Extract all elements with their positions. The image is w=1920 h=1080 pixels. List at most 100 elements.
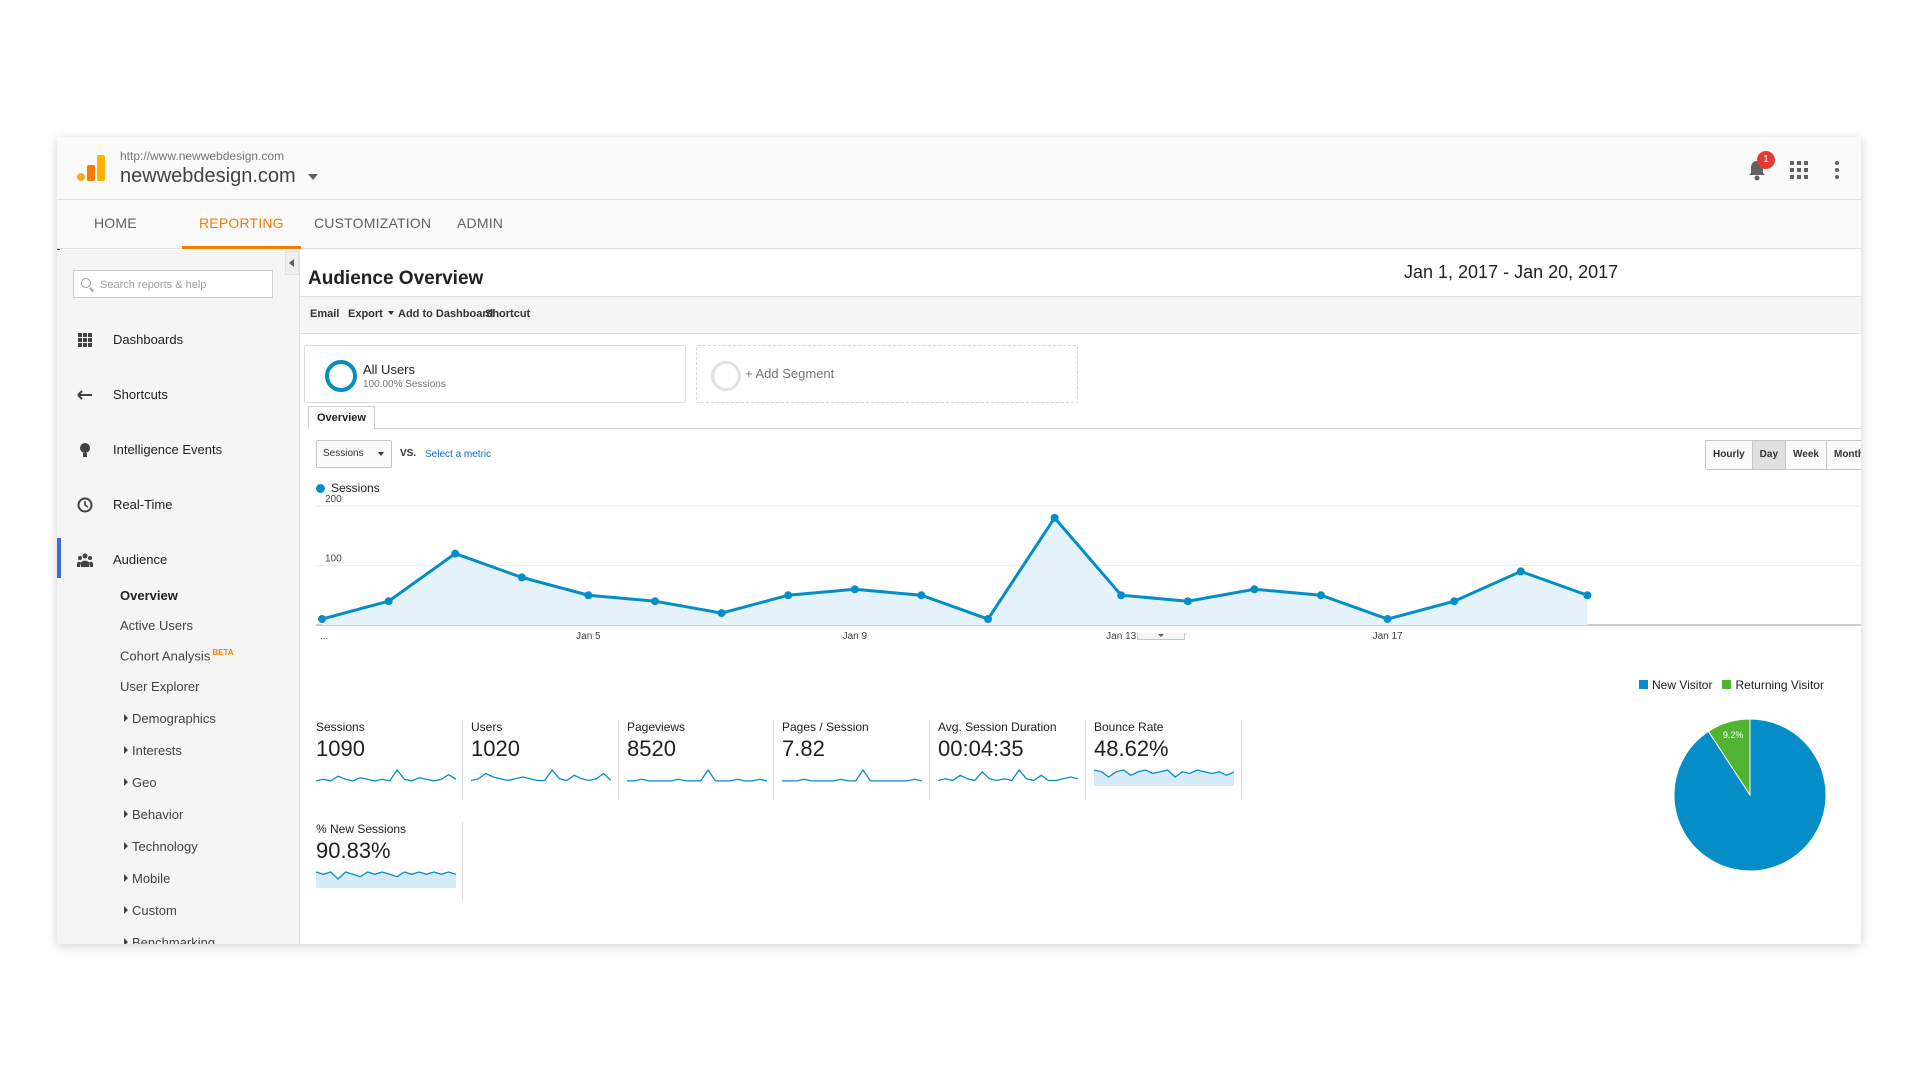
account-caret-down-icon[interactable] (308, 174, 318, 180)
apps-grid-icon[interactable] (1790, 161, 1808, 179)
metric-card-sessions[interactable]: Sessions 1090 (300, 720, 478, 800)
metric-card-pageviews[interactable]: Pageviews 8520 (611, 720, 789, 800)
account-selector[interactable]: newwebdesign.com (120, 165, 296, 187)
metric-card-users[interactable]: Users 1020 (455, 720, 633, 800)
period-day-button[interactable]: Day (1752, 441, 1787, 469)
metric-value: 8520 (627, 736, 676, 761)
metric-value: 48.62% (1094, 736, 1169, 761)
sidebar-expand-interests[interactable]: Interests (124, 743, 182, 758)
sidebar-item-real-time[interactable]: Real-Time (57, 485, 299, 525)
sidebar-subitem-label: Cohort Analysis (120, 648, 211, 664)
sessions-data-point (384, 597, 393, 606)
sessions-data-point (1516, 567, 1525, 576)
sessions-data-point (1383, 615, 1392, 624)
shortcut-button[interactable]: Shortcut (485, 308, 531, 320)
sidebar-expand-demographics[interactable]: Demographics (124, 711, 216, 726)
x-tick-label: Jan 13 (1106, 631, 1136, 640)
sidebar-item-shortcuts[interactable]: Shortcuts (57, 375, 299, 415)
card-divider (1241, 720, 1242, 800)
sidebar-expand-behavior[interactable]: Behavior (124, 807, 183, 822)
sidebar-expand-custom[interactable]: Custom (124, 903, 177, 918)
metric-card-bounce-rate[interactable]: Bounce Rate 48.62% (1078, 720, 1256, 800)
notification-count-badge[interactable]: 1 (1757, 151, 1775, 169)
metric-card-new-sessions[interactable]: % New Sessions 90.83% (300, 822, 478, 902)
search-input[interactable] (98, 275, 272, 295)
email-button[interactable]: Email (310, 308, 340, 320)
metric-card-avg-session-duration[interactable]: Avg. Session Duration 00:04:35 (922, 720, 1100, 800)
metric-select[interactable]: Sessions (316, 440, 392, 468)
sessions-line-chart: 100 200... Jan 5 Jan 9 Jan 13 Jan 17 (316, 494, 1861, 640)
analytics-logo-icon[interactable] (77, 155, 105, 181)
tab-reporting[interactable]: REPORTING (182, 200, 301, 249)
add-to-dashboard-button[interactable]: Add to Dashboard (398, 308, 494, 320)
vs-label: VS. (400, 448, 417, 459)
y-tick-label: 100 (325, 553, 342, 564)
more-vert-icon[interactable] (1835, 161, 1839, 179)
segment-ring-icon (325, 360, 357, 392)
sessions-data-point (1250, 585, 1259, 594)
pie-slice-label: 90.8% (1773, 870, 1799, 880)
new-visitor-swatch (1639, 680, 1648, 689)
add-segment-label: + Add Segment (745, 366, 835, 381)
pie-slice-label: 9.2% (1723, 730, 1744, 740)
sidebar-subitem-user-explorer[interactable]: User Explorer (120, 679, 200, 694)
sidebar-subitem-active-users[interactable]: Active Users (120, 618, 193, 633)
tab-admin[interactable]: ADMIN (457, 215, 504, 231)
legend-new-visitor: New Visitor (1652, 678, 1713, 692)
select-metric-link[interactable]: Select a metric (425, 449, 492, 460)
card-divider (618, 720, 619, 800)
metric-label: Users (471, 720, 503, 734)
period-month-button[interactable]: Month (1827, 441, 1861, 469)
tab-overview[interactable]: Overview (308, 406, 375, 430)
sparkline-line (316, 768, 456, 782)
lightbulb-icon (80, 443, 90, 457)
chart-resize-handle[interactable] (1137, 633, 1185, 640)
metric-card-pages-per-session[interactable]: Pages / Session 7.82 (766, 720, 944, 800)
sidebar-subitem-cohort-analysis[interactable]: Cohort Analysis BETA (120, 648, 234, 663)
sessions-legend-swatch (316, 484, 325, 493)
date-range-picker[interactable]: Jan 1, 2017 - Jan 20, 2017 (1404, 262, 1619, 282)
sessions-data-point (1317, 591, 1325, 600)
sidebar-item-dashboards[interactable]: Dashboards (57, 320, 299, 360)
sidebar-collapse-toggle[interactable] (285, 251, 299, 275)
sidebar-expand-benchmarking[interactable]: Benchmarking (124, 935, 215, 944)
visitor-pie-chart: 90.8% 9.2% (1673, 718, 1827, 880)
period-hourly-button[interactable]: Hourly (1706, 441, 1753, 469)
export-button[interactable]: Export (348, 308, 394, 320)
metric-sparkline (1094, 769, 1234, 786)
segment-all-users[interactable]: All Users 100.00% Sessions (304, 345, 686, 403)
sidebar-item-label: Shortcuts (113, 387, 168, 402)
card-divider (462, 720, 463, 800)
metric-value: 90.83% (316, 838, 391, 863)
x-tick-label: Jan 5 (576, 631, 601, 640)
sessions-data-point (1183, 597, 1192, 606)
card-divider (462, 822, 463, 902)
card-divider (1085, 720, 1086, 800)
sidebar-item-audience[interactable]: Audience (57, 538, 299, 580)
sidebar-expand-geo[interactable]: Geo (124, 775, 157, 790)
add-segment-button[interactable]: + Add Segment (696, 345, 1078, 403)
page-title: Audience Overview (308, 268, 484, 289)
sidebar-subitem-overview[interactable]: Overview (120, 588, 178, 603)
legend-returning-visitor: Returning Visitor (1735, 678, 1824, 692)
sessions-data-point (1450, 597, 1459, 606)
card-divider (929, 720, 930, 800)
segment-name: All Users (363, 362, 416, 377)
metric-label: Sessions (316, 720, 365, 734)
sessions-data-point (651, 597, 659, 606)
export-caret-down-icon (387, 311, 394, 315)
sidebar-search[interactable] (73, 270, 273, 298)
sidebar-expand-mobile[interactable]: Mobile (124, 871, 170, 886)
tab-home[interactable]: HOME (94, 215, 137, 231)
beta-badge: BETA (212, 648, 234, 657)
tab-customization[interactable]: CUSTOMIZATION (314, 215, 432, 231)
search-icon (81, 278, 91, 288)
pie-slice-returning-visitor (1707, 718, 1751, 797)
sessions-data-point (917, 591, 926, 600)
sidebar-item-label: Dashboards (113, 332, 184, 347)
sessions-legend-label: Sessions (331, 481, 380, 495)
sidebar-item-intelligence-events[interactable]: Intelligence Events (57, 430, 299, 470)
divider (300, 296, 1861, 297)
sidebar-expand-technology[interactable]: Technology (124, 839, 198, 854)
period-week-button[interactable]: Week (1786, 441, 1827, 469)
